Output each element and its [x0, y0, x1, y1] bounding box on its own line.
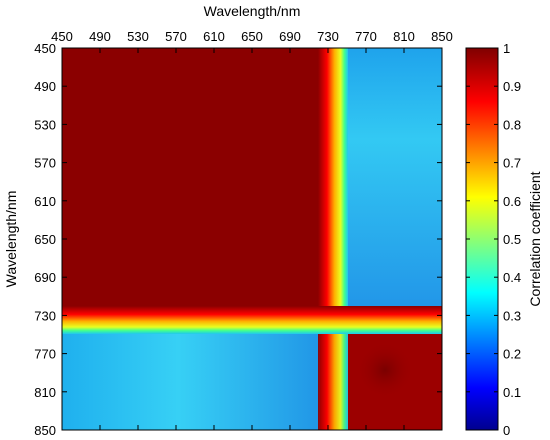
colorbar-ticks: 0 0.1 0.2 0.3 0.4 0.5 0.6 0.7 0.8 0.9 1 [466, 41, 521, 438]
x-tick-label: 610 [203, 29, 225, 44]
colorbar-tick-label: 1 [503, 41, 510, 56]
colorbar-tick-label: 0.5 [503, 232, 521, 247]
y-tick-label: 650 [34, 232, 56, 247]
x-tick-label: 690 [279, 29, 301, 44]
transition-band-corner-h [318, 306, 442, 334]
cross-block-lower-left [62, 330, 320, 430]
colorbar-tick-label: 0.2 [503, 347, 521, 362]
x-tick-label: 850 [431, 29, 453, 44]
y-tick-label: 490 [34, 79, 56, 94]
colorbar-tick-label: 0.3 [503, 308, 521, 323]
transition-band-corner-v [318, 310, 348, 430]
y-tick-label: 610 [34, 194, 56, 209]
x-tick-label: 570 [165, 29, 187, 44]
y-tick-label: 450 [34, 41, 56, 56]
x-tick-label: 650 [241, 29, 263, 44]
x-tick-label: 530 [127, 29, 149, 44]
colorbar-tick-label: 0.6 [503, 194, 521, 209]
colorbar-tick-label: 0.9 [503, 79, 521, 94]
y-axis-ticks: 450 490 530 570 610 650 690 730 770 810 850 [34, 41, 442, 438]
nir-block-core [357, 342, 413, 398]
transition-band-vertical [318, 48, 348, 313]
y-axis-label: Wavelength/nm [3, 191, 19, 288]
x-tick-label: 730 [317, 29, 339, 44]
x-tick-label: 490 [89, 29, 111, 44]
y-tick-label: 850 [34, 423, 56, 438]
cross-block-upper-right [345, 48, 442, 308]
y-tick-label: 730 [34, 308, 56, 323]
y-tick-label: 770 [34, 347, 56, 362]
y-tick-label: 570 [34, 156, 56, 171]
colorbar-tick-label: 0.7 [503, 156, 521, 171]
y-tick-label: 690 [34, 270, 56, 285]
x-tick-label: 450 [51, 29, 73, 44]
y-tick-label: 810 [34, 385, 56, 400]
y-tick-label: 530 [34, 117, 56, 132]
x-axis-label: Wavelength/nm [204, 3, 301, 19]
x-tick-label: 810 [393, 29, 415, 44]
heatmap-plot-area [62, 48, 442, 430]
colorbar-tick-label: 0 [503, 423, 510, 438]
transition-band-horizontal [62, 306, 322, 334]
colorbar-label: Correlation coefficient [527, 171, 543, 306]
x-tick-label: 770 [355, 29, 377, 44]
visible-block [62, 48, 322, 313]
x-axis-ticks: 450 490 530 570 610 650 690 730 770 810 850 [51, 29, 453, 430]
colorbar [465, 47, 499, 431]
colorbar-tick-label: 0.4 [503, 270, 521, 285]
colorbar-tick-label: 0.8 [503, 117, 521, 132]
colorbar-tick-label: 0.1 [503, 385, 521, 400]
